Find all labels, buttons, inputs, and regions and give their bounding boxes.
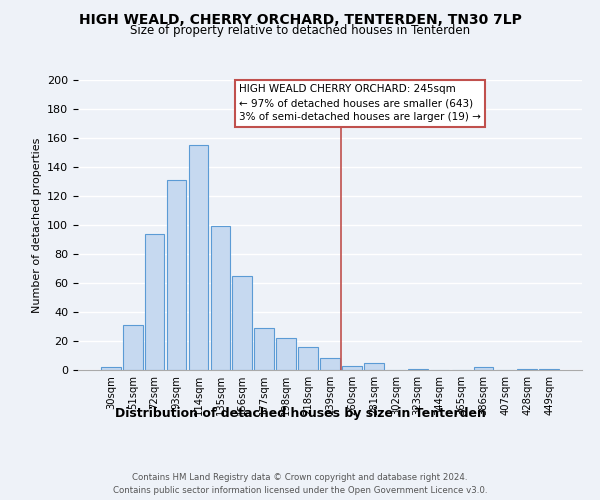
Bar xyxy=(539,368,559,370)
Bar xyxy=(408,368,428,370)
Bar xyxy=(320,358,340,370)
Bar xyxy=(364,363,384,370)
Bar xyxy=(188,145,208,370)
Text: HIGH WEALD, CHERRY ORCHARD, TENTERDEN, TN30 7LP: HIGH WEALD, CHERRY ORCHARD, TENTERDEN, T… xyxy=(79,12,521,26)
Text: Distribution of detached houses by size in Tenterden: Distribution of detached houses by size … xyxy=(115,408,485,420)
Bar xyxy=(232,276,252,370)
Y-axis label: Number of detached properties: Number of detached properties xyxy=(32,138,41,312)
Bar xyxy=(276,338,296,370)
Bar xyxy=(298,347,318,370)
Bar xyxy=(145,234,164,370)
Bar xyxy=(167,180,187,370)
Bar xyxy=(473,367,493,370)
Text: Size of property relative to detached houses in Tenterden: Size of property relative to detached ho… xyxy=(130,24,470,37)
Text: HIGH WEALD CHERRY ORCHARD: 245sqm
← 97% of detached houses are smaller (643)
3% : HIGH WEALD CHERRY ORCHARD: 245sqm ← 97% … xyxy=(239,84,481,122)
Bar xyxy=(123,325,143,370)
Bar xyxy=(254,328,274,370)
Text: Contains HM Land Registry data © Crown copyright and database right 2024.
Contai: Contains HM Land Registry data © Crown c… xyxy=(113,472,487,494)
Bar xyxy=(517,368,537,370)
Bar xyxy=(211,226,230,370)
Bar xyxy=(101,367,121,370)
Bar xyxy=(342,366,362,370)
